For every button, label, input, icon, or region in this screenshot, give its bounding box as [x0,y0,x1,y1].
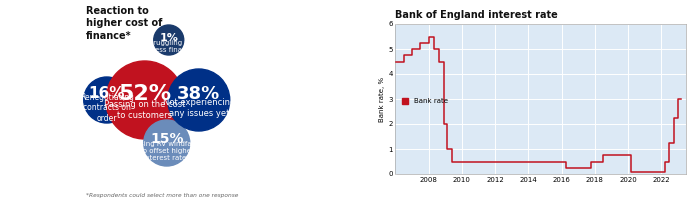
Text: 15%: 15% [150,132,183,146]
Circle shape [154,25,183,55]
Text: Not experiencing
any issues yet: Not experiencing any issues yet [162,98,235,118]
Text: 38%: 38% [177,85,220,103]
Text: Renegotiating
contracts on
order: Renegotiating contracts on order [80,93,134,123]
Circle shape [106,61,183,139]
Y-axis label: Bank rate, %: Bank rate, % [379,76,386,122]
Text: 1%: 1% [160,33,178,43]
Circle shape [144,120,190,166]
Text: Reaction to
higher cost of
finance*: Reaction to higher cost of finance* [86,6,162,41]
Text: 16%: 16% [88,86,125,102]
Text: 52%: 52% [118,84,172,104]
Text: *Respondents could select more than one response: *Respondents could select more than one … [86,193,238,198]
Circle shape [168,69,230,131]
Text: Struggling to
access finance: Struggling to access finance [143,40,195,52]
Legend: Bank rate: Bank rate [399,95,450,107]
Text: Using RV windfalls
to offset higher
interest rates: Using RV windfalls to offset higher inte… [134,141,199,161]
Text: Bank of England interest rate: Bank of England interest rate [395,10,559,20]
Text: Passing on the cost
to customers: Passing on the cost to customers [104,100,186,120]
Circle shape [84,77,130,123]
